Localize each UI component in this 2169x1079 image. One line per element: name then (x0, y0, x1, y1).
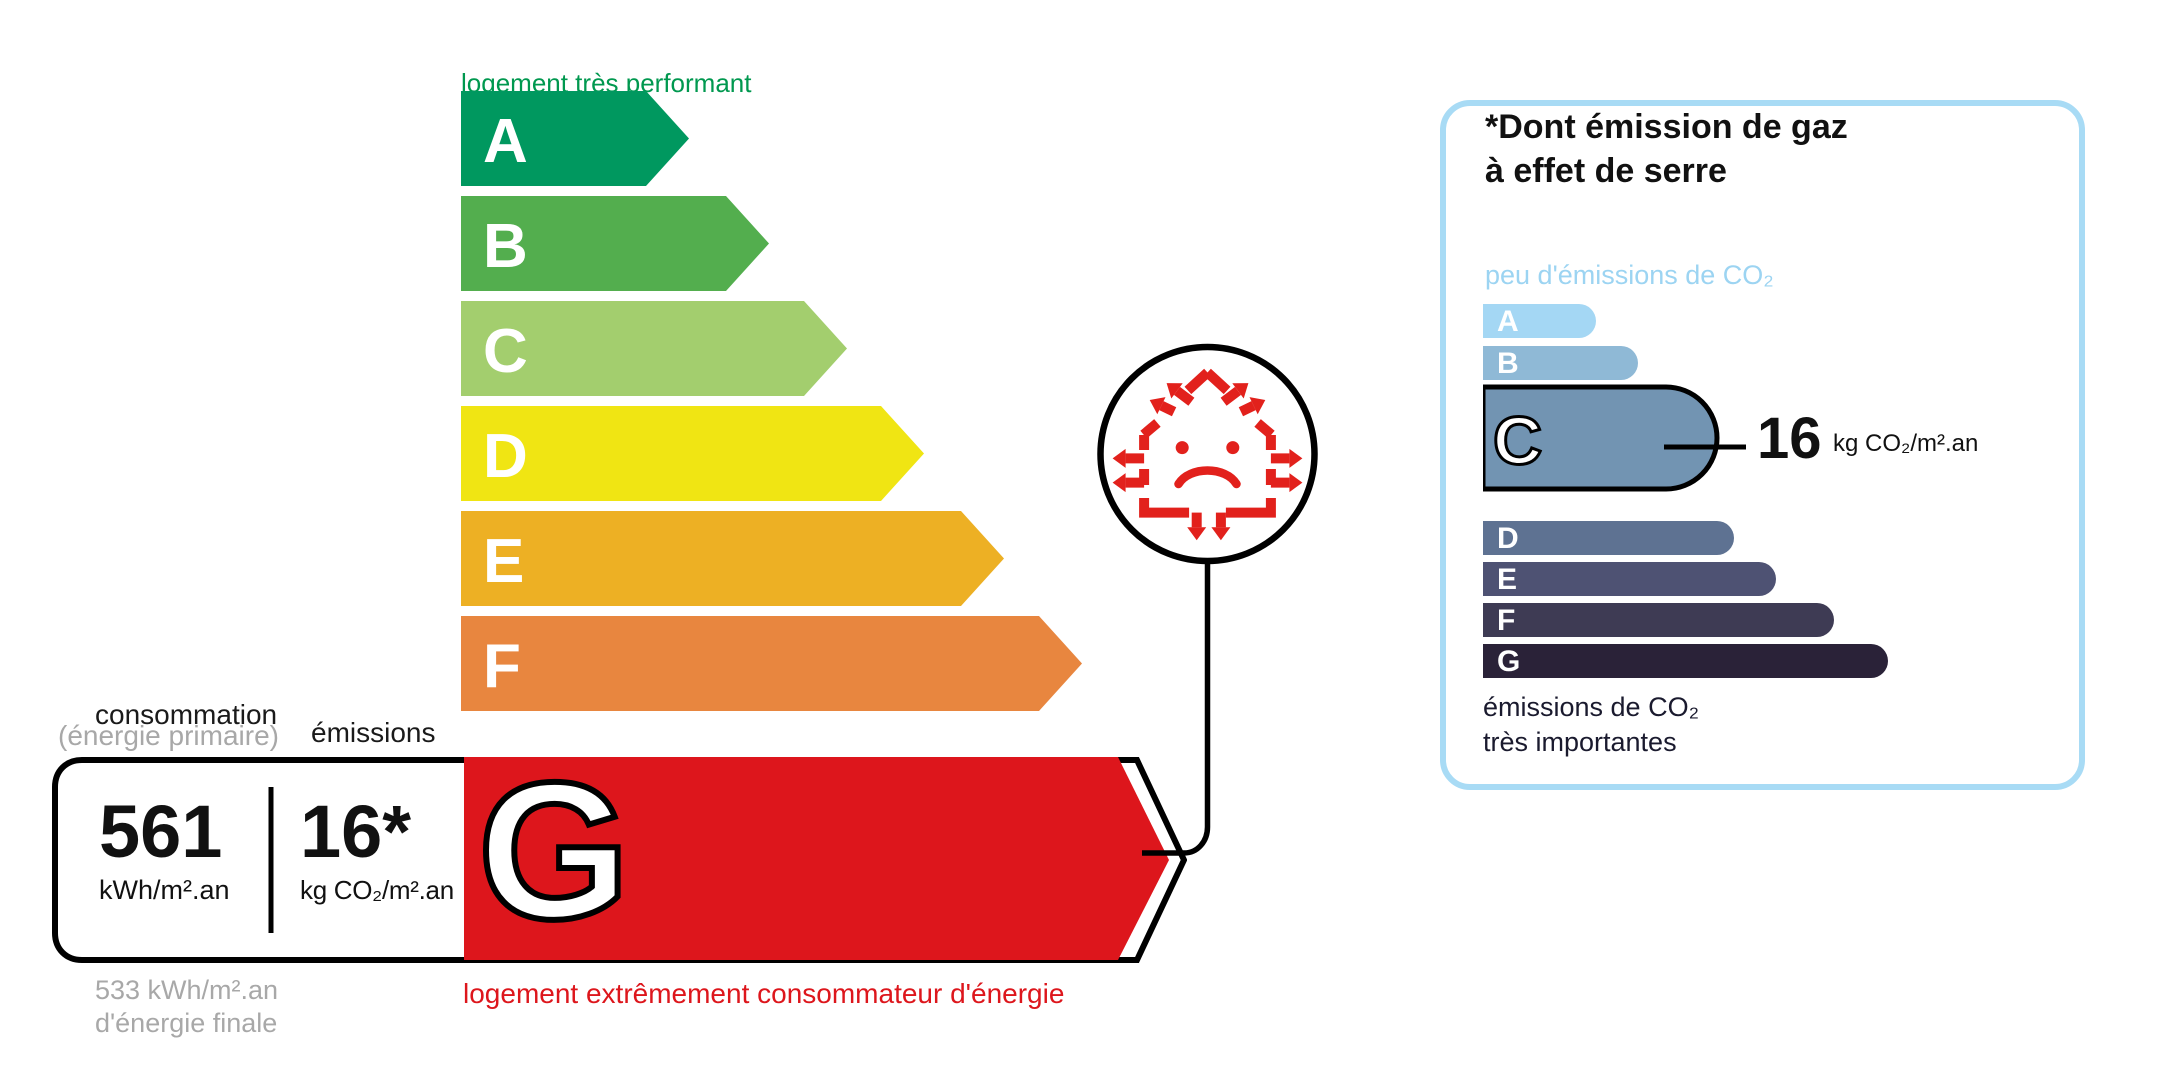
svg-text:E: E (1497, 563, 1517, 596)
svg-text:E: E (483, 527, 524, 596)
svg-text:D: D (483, 422, 528, 491)
svg-text:C: C (1493, 403, 1542, 479)
svg-text:F: F (1497, 604, 1515, 637)
svg-text:C: C (483, 317, 528, 386)
svg-text:D: D (1497, 522, 1519, 555)
svg-text:B: B (1497, 347, 1519, 380)
svg-text:A: A (483, 107, 528, 176)
svg-text:A: A (1497, 305, 1519, 338)
svg-text:G: G (1497, 645, 1520, 678)
svg-text:B: B (483, 212, 528, 281)
svg-text:F: F (483, 632, 521, 701)
svg-text:G: G (478, 770, 630, 945)
